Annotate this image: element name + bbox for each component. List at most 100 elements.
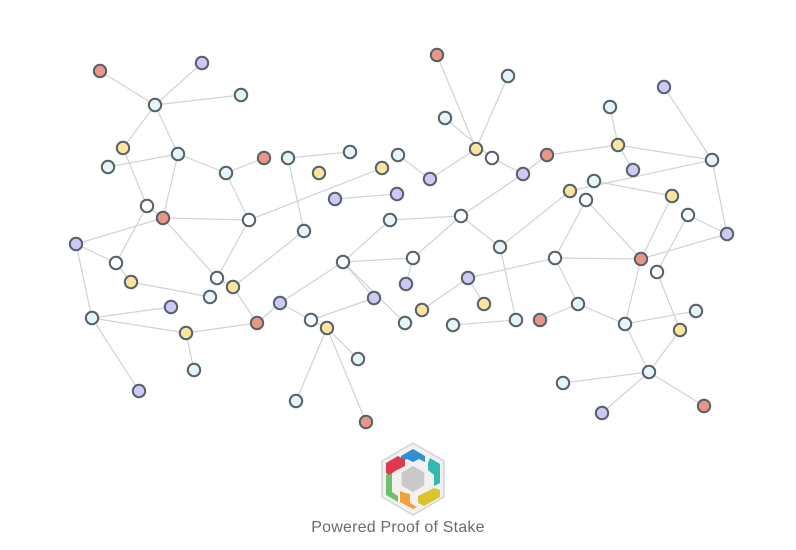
network-edge [232, 230, 305, 288]
network-edge [162, 217, 218, 279]
network-node-red [358, 414, 374, 430]
network-node-white [209, 270, 225, 286]
network-node-white [335, 254, 351, 270]
network-edge [624, 323, 650, 373]
network-edge [585, 199, 642, 260]
network-node-light [602, 99, 618, 115]
network-node-light [342, 144, 358, 160]
network-edge [130, 281, 211, 298]
network-node-light [445, 317, 461, 333]
network-edge [687, 214, 728, 235]
network-node-light [570, 296, 586, 312]
network-edge [624, 258, 642, 325]
network-node-light [397, 315, 413, 331]
network-edge [429, 148, 477, 180]
network-node-purple [594, 405, 610, 421]
network-node-light [500, 68, 516, 84]
network-node-yellow [374, 160, 390, 176]
network-edge [460, 173, 524, 217]
network-edge [91, 317, 140, 392]
network-node-white [649, 264, 665, 280]
network-node-purple [194, 55, 210, 71]
network-edge [342, 257, 414, 263]
network-edge [436, 54, 477, 150]
network-edge [648, 329, 681, 373]
network-edge [554, 257, 579, 305]
network-node-red [155, 210, 171, 226]
network-node-light [100, 159, 116, 175]
network-node-white [547, 250, 563, 266]
network-edge [663, 86, 713, 161]
network-edge [577, 303, 626, 325]
network-node-white [303, 312, 319, 328]
network-edge [656, 214, 689, 273]
network-node-red [532, 312, 548, 328]
network-node-white [578, 192, 594, 208]
network-edge [444, 117, 493, 159]
network-node-yellow [115, 140, 131, 156]
logo-segment-orange [400, 491, 417, 509]
network-edge [452, 319, 517, 326]
network-edge [295, 327, 328, 402]
network-node-yellow [319, 320, 335, 336]
network-node-light [202, 289, 218, 305]
network-node-purple [272, 295, 288, 311]
network-node-white [241, 212, 257, 228]
logo-center-hexagon [401, 466, 425, 492]
network-edge [162, 217, 250, 221]
network-node-purple [719, 226, 735, 242]
network-node-red [696, 398, 712, 414]
network-node-yellow [468, 141, 484, 157]
network-node-purple [515, 166, 531, 182]
network-node-purple [163, 299, 179, 315]
network-node-purple [656, 79, 672, 95]
network-edge [99, 70, 156, 106]
network-node-light [704, 152, 720, 168]
network-edge [154, 104, 179, 155]
network-node-light [492, 239, 508, 255]
network-edges [75, 54, 728, 423]
network-node-white [139, 198, 155, 214]
network-node-purple [460, 270, 476, 286]
network-node-light [586, 173, 602, 189]
network-node-light [170, 146, 186, 162]
network-edge [216, 219, 250, 279]
network-node-light [147, 97, 163, 113]
network-edge [467, 257, 556, 279]
network-edge [75, 217, 164, 245]
network-edge [711, 159, 728, 235]
network-node-white [405, 250, 421, 266]
network-edge [287, 151, 351, 159]
network-edge [75, 243, 93, 319]
network-edge [421, 277, 469, 311]
network-edge [122, 147, 148, 207]
network-node-yellow [562, 183, 578, 199]
logo-segment-blue [401, 449, 425, 462]
network-node-red [92, 63, 108, 79]
network-edge [562, 371, 650, 384]
network-edge [624, 310, 697, 325]
logo-segment-yellow [418, 488, 440, 506]
network-node-light [280, 150, 296, 166]
network-edge [91, 306, 172, 319]
network-node-white [484, 150, 500, 166]
network-edge [232, 286, 258, 324]
logo-segment-red [386, 456, 405, 475]
network-edge [554, 257, 642, 260]
network-node-purple [366, 290, 382, 306]
network-edge [640, 195, 673, 260]
network-edge [91, 317, 187, 334]
network-edge [185, 322, 258, 334]
network-node-purple [131, 383, 147, 399]
network-node-red [256, 150, 272, 166]
network-edge [287, 157, 305, 232]
network-edge [499, 190, 571, 248]
network-node-white [680, 207, 696, 223]
network-edge [601, 371, 650, 414]
network-edge [326, 327, 359, 360]
network-node-light [186, 362, 202, 378]
network-edge [412, 215, 462, 259]
network-node-purple [398, 276, 414, 292]
network-node-red [539, 147, 555, 163]
